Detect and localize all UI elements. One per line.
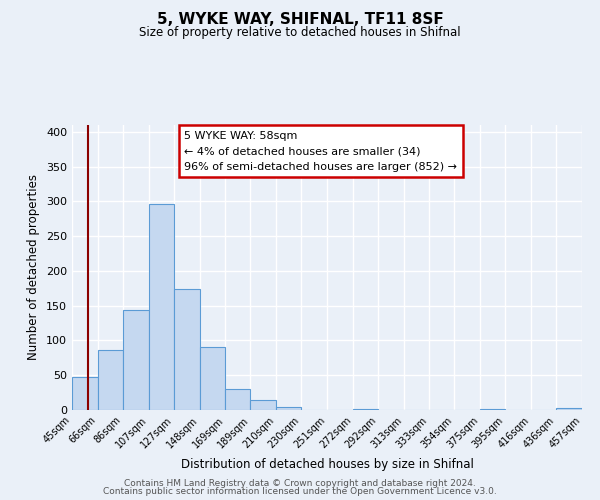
Text: 5, WYKE WAY, SHIFNAL, TF11 8SF: 5, WYKE WAY, SHIFNAL, TF11 8SF xyxy=(157,12,443,28)
Bar xyxy=(250,400,276,410)
Bar xyxy=(72,378,98,410)
Y-axis label: Number of detached properties: Number of detached properties xyxy=(28,174,40,360)
Text: Contains HM Land Registry data © Crown copyright and database right 2024.: Contains HM Land Registry data © Crown c… xyxy=(124,478,476,488)
Text: 5 WYKE WAY: 58sqm
← 4% of detached houses are smaller (34)
96% of semi-detached : 5 WYKE WAY: 58sqm ← 4% of detached house… xyxy=(184,130,457,172)
Bar xyxy=(123,310,149,410)
Bar xyxy=(276,406,301,410)
Bar xyxy=(353,408,378,410)
Bar xyxy=(199,346,226,410)
Bar xyxy=(173,289,199,410)
Text: Contains public sector information licensed under the Open Government Licence v3: Contains public sector information licen… xyxy=(103,488,497,496)
Bar xyxy=(556,408,582,410)
Bar xyxy=(226,389,250,410)
Bar xyxy=(98,350,123,410)
Bar xyxy=(149,204,173,410)
X-axis label: Distribution of detached houses by size in Shifnal: Distribution of detached houses by size … xyxy=(181,458,473,471)
Text: Size of property relative to detached houses in Shifnal: Size of property relative to detached ho… xyxy=(139,26,461,39)
